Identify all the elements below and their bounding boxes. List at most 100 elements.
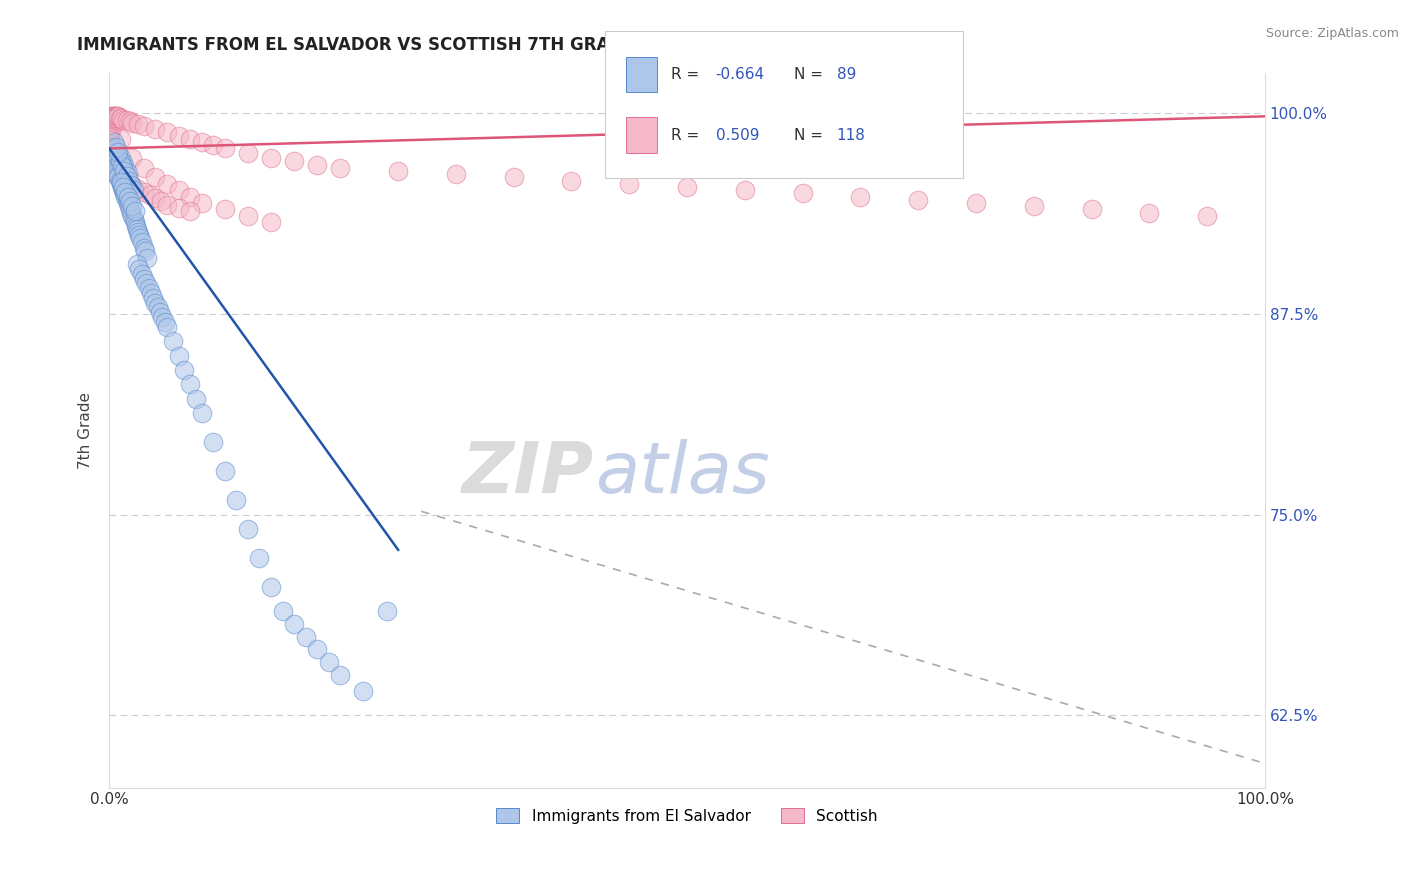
Point	[100, 130, 122, 145]
Point	[101, 161, 124, 175]
Point	[118, 199, 141, 213]
Point	[100, 130, 122, 145]
Point	[105, 159, 128, 173]
Point	[142, 291, 165, 305]
Point	[100, 109, 122, 123]
Text: -0.664: -0.664	[716, 67, 765, 82]
Point	[100, 125, 122, 139]
Point	[100, 122, 122, 136]
Point	[236, 522, 259, 536]
Point	[138, 188, 160, 202]
Point	[734, 183, 756, 197]
Point	[100, 119, 122, 133]
Point	[100, 127, 122, 141]
Point	[101, 141, 124, 155]
Point	[107, 170, 129, 185]
Point	[104, 156, 127, 170]
Point	[129, 231, 152, 245]
Point	[271, 604, 294, 618]
Point	[619, 177, 641, 191]
Point	[318, 655, 340, 669]
Point	[100, 114, 122, 128]
Point	[100, 114, 122, 128]
Text: R =: R =	[671, 128, 704, 143]
Point	[114, 161, 136, 175]
Point	[101, 112, 124, 127]
Point	[100, 117, 122, 131]
Point	[122, 212, 145, 227]
Point	[329, 161, 352, 175]
Point	[100, 138, 122, 153]
Point	[101, 149, 124, 163]
Text: IMMIGRANTS FROM EL SALVADOR VS SCOTTISH 7TH GRADE CORRELATION CHART: IMMIGRANTS FROM EL SALVADOR VS SCOTTISH …	[77, 36, 839, 54]
Point	[167, 349, 190, 363]
Point	[100, 128, 122, 143]
Point	[105, 109, 128, 123]
Text: atlas: atlas	[595, 439, 769, 508]
Point	[179, 189, 201, 203]
Point	[156, 197, 179, 211]
Point	[100, 136, 122, 151]
Point	[108, 111, 131, 125]
Point	[103, 161, 125, 175]
Point	[145, 191, 167, 205]
Point	[127, 225, 149, 239]
Point	[115, 193, 138, 207]
Point	[167, 201, 190, 215]
Point	[676, 180, 699, 194]
Point	[112, 180, 135, 194]
Point	[104, 154, 127, 169]
Point	[134, 244, 156, 259]
Point	[162, 334, 184, 348]
Point	[118, 173, 141, 187]
Point	[100, 157, 122, 171]
Point	[100, 124, 122, 138]
Point	[125, 219, 148, 233]
Point	[190, 406, 212, 420]
Point	[100, 135, 122, 149]
Point	[560, 173, 582, 187]
Point	[100, 112, 122, 127]
Point	[103, 112, 125, 127]
Point	[101, 157, 124, 171]
Text: N =: N =	[794, 67, 828, 82]
Point	[190, 196, 212, 211]
Text: 118: 118	[837, 128, 866, 143]
Point	[112, 164, 135, 178]
Point	[214, 141, 236, 155]
Point	[179, 204, 201, 219]
Point	[120, 205, 142, 219]
Point	[110, 111, 132, 125]
Point	[107, 109, 129, 123]
Point	[145, 122, 167, 136]
Point	[1197, 209, 1219, 223]
Point	[329, 668, 352, 682]
Point	[136, 251, 159, 265]
Point	[128, 261, 150, 276]
Point	[100, 154, 122, 169]
Point	[105, 111, 128, 125]
Point	[105, 140, 128, 154]
Point	[190, 135, 212, 149]
Text: ZIP: ZIP	[463, 439, 595, 508]
Point	[105, 169, 128, 183]
Point	[214, 464, 236, 478]
Point	[145, 295, 167, 310]
Point	[127, 181, 149, 195]
Point	[131, 235, 153, 249]
Point	[107, 165, 129, 179]
Point	[849, 189, 872, 203]
Point	[103, 109, 125, 123]
Point	[124, 204, 146, 219]
Point	[179, 377, 201, 392]
Point	[117, 189, 139, 203]
Point	[104, 145, 127, 159]
Point	[104, 109, 127, 123]
Point	[110, 177, 132, 191]
Point	[100, 140, 122, 154]
Point	[132, 161, 155, 175]
Point	[149, 305, 172, 319]
Point	[105, 149, 128, 163]
Point	[110, 175, 132, 189]
Point	[156, 177, 179, 191]
